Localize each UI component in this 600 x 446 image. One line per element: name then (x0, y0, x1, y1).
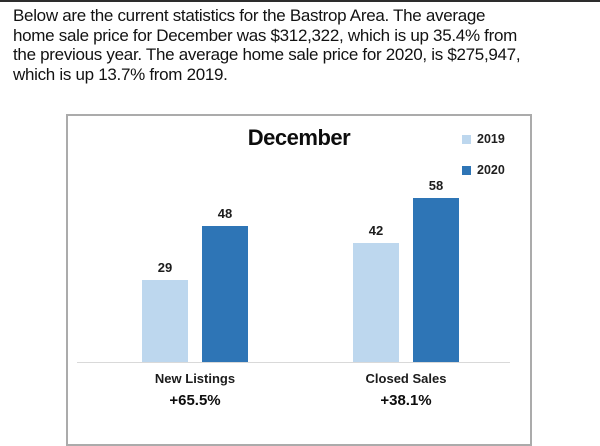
value-label-2019-1: 42 (368, 223, 384, 238)
legend-label-2019: 2019 (477, 132, 505, 146)
intro-line-3: the previous year. The average home sale… (13, 45, 521, 64)
bar-2020-1 (413, 198, 459, 362)
value-label-2019-0: 29 (157, 260, 173, 275)
change-label-1: +38.1% (380, 392, 432, 409)
bar-2019-1 (353, 243, 399, 362)
legend-item-2019: 2019 (462, 132, 505, 146)
change-label-0: +65.5% (169, 392, 221, 409)
category-label-0: New Listings (154, 371, 236, 386)
chart-panel: December 2019 2020 29 48 New Listings +65.5% 4… (66, 114, 532, 446)
category-label-1: Closed Sales (365, 371, 447, 386)
bar-2019-0 (142, 280, 188, 362)
intro-line-2: home sale price for December was $312,32… (13, 25, 517, 45)
x-axis-line (77, 362, 510, 363)
intro-text: Below are the current statistics for the… (13, 6, 521, 84)
value-label-2020-0: 48 (217, 206, 233, 221)
intro-line-4: which is up 13.7% from 2019. (13, 64, 228, 84)
legend-swatch-2020 (462, 165, 471, 175)
value-label-2020-1: 58 (428, 178, 444, 193)
legend-label-2020: 2020 (477, 163, 505, 177)
top-divider (0, 0, 600, 2)
legend-item-2020: 2020 (462, 163, 505, 177)
bar-2020-0 (202, 226, 248, 362)
legend-swatch-2019 (462, 134, 471, 144)
intro-line-1: Below are the current statistics for the… (13, 6, 486, 25)
chart-title: December (247, 125, 351, 150)
